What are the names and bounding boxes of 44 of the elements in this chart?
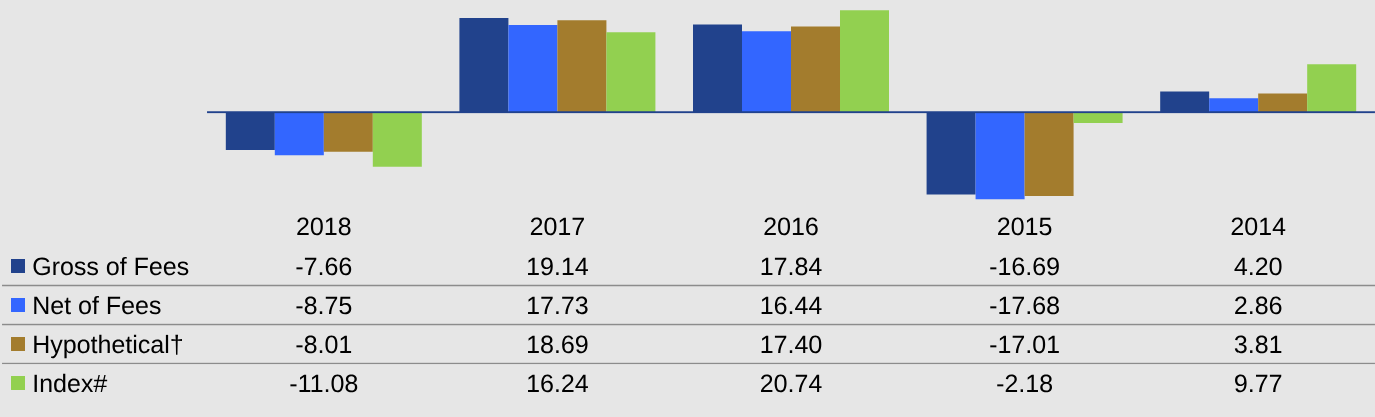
bar bbox=[1024, 112, 1074, 196]
data-label: 17.40 bbox=[761, 335, 822, 354]
data-label: 19.14 bbox=[528, 257, 588, 276]
x-tick-label: 2016 bbox=[764, 217, 818, 236]
data-label: 9.77 bbox=[1235, 374, 1282, 393]
x-tick-label: 2018 bbox=[297, 217, 351, 236]
data-label: -8.75 bbox=[296, 296, 352, 315]
bar bbox=[840, 10, 889, 113]
legend-label: Hypothetical† bbox=[34, 334, 182, 359]
bar bbox=[791, 26, 840, 113]
data-label: 2.86 bbox=[1235, 296, 1282, 315]
data-label: 17.73 bbox=[528, 296, 588, 315]
bar bbox=[1209, 98, 1259, 113]
data-label: 4.20 bbox=[1234, 257, 1282, 276]
x-tick-label: 2014 bbox=[1231, 217, 1286, 236]
data-label: -17.01 bbox=[990, 335, 1059, 354]
data-label: 3.81 bbox=[1234, 335, 1282, 354]
legend-label: Gross of Fees bbox=[33, 256, 189, 276]
data-label: 16.44 bbox=[761, 296, 822, 315]
data-label: 16.24 bbox=[528, 374, 588, 393]
x-tick-label: 2017 bbox=[530, 217, 584, 236]
data-label: 20.74 bbox=[760, 374, 822, 393]
bar bbox=[508, 24, 558, 113]
bar bbox=[606, 32, 656, 113]
data-label: -7.66 bbox=[296, 257, 352, 276]
bar bbox=[1073, 112, 1123, 123]
x-tick-label: 2015 bbox=[998, 217, 1052, 236]
data-label: -16.69 bbox=[990, 257, 1059, 276]
bar bbox=[372, 112, 422, 167]
legend-label: Net of Fees bbox=[34, 295, 161, 315]
bar bbox=[975, 112, 1025, 200]
bar bbox=[274, 112, 324, 156]
data-label: -8.01 bbox=[296, 335, 352, 354]
data-label: -11.08 bbox=[290, 374, 358, 393]
data-label: -2.18 bbox=[997, 374, 1052, 393]
bar bbox=[1258, 93, 1308, 113]
data-label: 18.69 bbox=[528, 335, 588, 354]
legend-label: Index# bbox=[34, 373, 108, 393]
data-label: -17.68 bbox=[990, 296, 1059, 315]
data-label: 17.84 bbox=[761, 257, 822, 276]
bar bbox=[557, 20, 607, 113]
bar bbox=[323, 112, 373, 152]
bar bbox=[1307, 64, 1357, 113]
bar bbox=[742, 31, 791, 113]
